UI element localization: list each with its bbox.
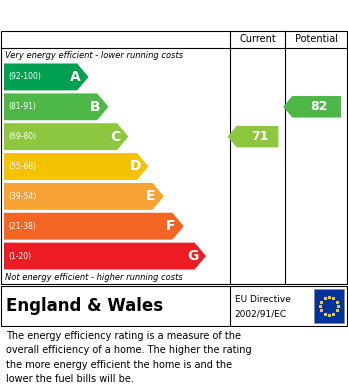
Text: (1-20): (1-20) (8, 251, 31, 260)
Text: F: F (166, 219, 175, 233)
Polygon shape (4, 213, 184, 240)
Text: A: A (70, 70, 80, 84)
Text: 82: 82 (311, 100, 328, 113)
Polygon shape (4, 63, 88, 90)
Text: D: D (129, 160, 141, 174)
Text: G: G (187, 249, 198, 263)
Bar (314, 289, 344, 323)
Polygon shape (283, 96, 341, 118)
Polygon shape (4, 93, 109, 120)
Text: EU Directive: EU Directive (235, 295, 291, 304)
Text: E: E (146, 189, 155, 203)
Text: (21-38): (21-38) (8, 222, 36, 231)
Text: 2002/91/EC: 2002/91/EC (235, 309, 287, 318)
Polygon shape (4, 153, 148, 180)
Text: 71: 71 (252, 130, 269, 143)
Text: (69-80): (69-80) (8, 132, 36, 141)
Text: Energy Efficiency Rating: Energy Efficiency Rating (5, 7, 215, 23)
Text: Very energy efficient - lower running costs: Very energy efficient - lower running co… (5, 50, 183, 59)
Polygon shape (4, 183, 164, 210)
Polygon shape (228, 126, 278, 147)
Text: (81-91): (81-91) (8, 102, 36, 111)
Text: C: C (110, 130, 120, 143)
Text: Potential: Potential (295, 34, 338, 44)
Text: Not energy efficient - higher running costs: Not energy efficient - higher running co… (5, 273, 183, 283)
Text: B: B (90, 100, 101, 114)
Text: (92-100): (92-100) (8, 72, 41, 81)
Text: The energy efficiency rating is a measure of the
overall efficiency of a home. T: The energy efficiency rating is a measur… (6, 331, 252, 384)
Text: (55-68): (55-68) (8, 162, 36, 171)
Polygon shape (4, 123, 128, 150)
Text: England & Wales: England & Wales (6, 297, 163, 315)
Text: (39-54): (39-54) (8, 192, 36, 201)
Text: Current: Current (239, 34, 276, 44)
Polygon shape (4, 243, 206, 269)
